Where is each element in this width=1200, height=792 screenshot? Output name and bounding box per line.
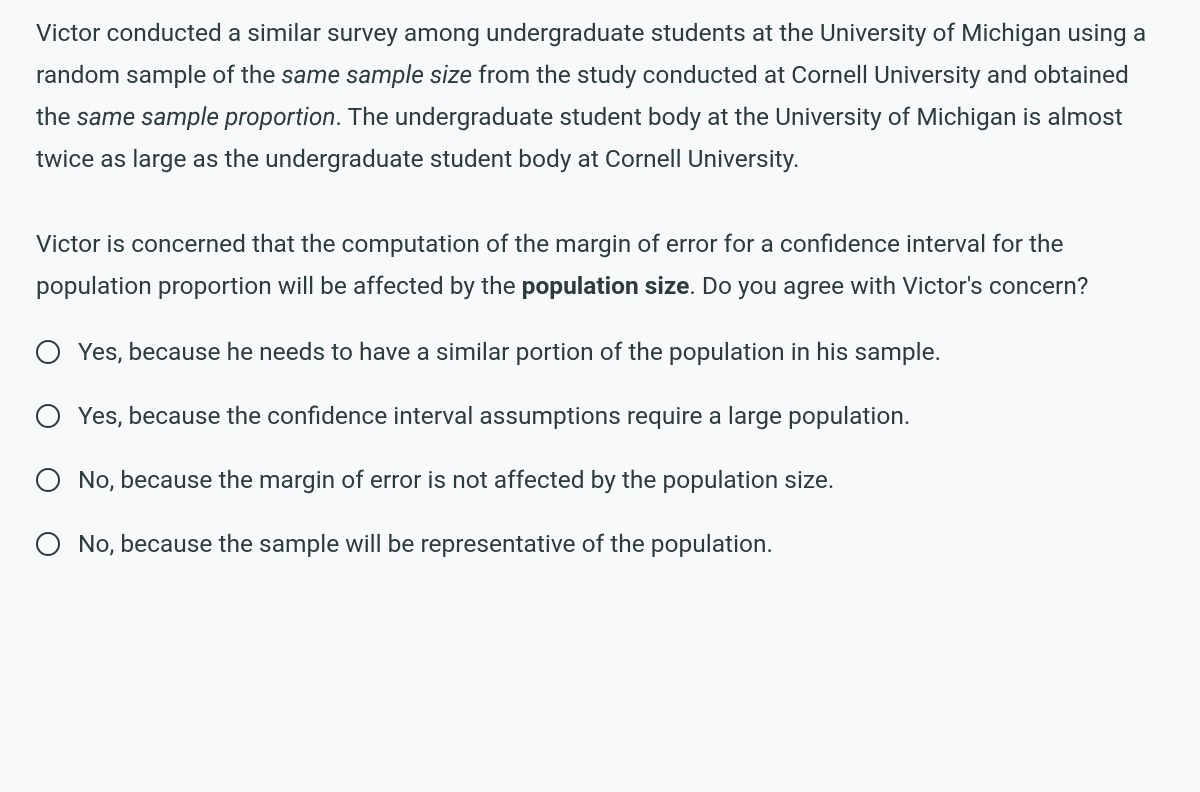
option-1[interactable]: Yes, because he needs to have a similar … xyxy=(36,331,1164,373)
question-paragraph-2: Victor is concerned that the computation… xyxy=(36,223,1164,307)
question-p2-bold-1: population size xyxy=(522,271,690,300)
question-p2-text-b: . Do you agree with Victor's concern? xyxy=(689,271,1088,300)
radio-icon[interactable] xyxy=(36,468,60,492)
option-1-text: Yes, because he needs to have a similar … xyxy=(78,331,941,373)
options-group: Yes, because he needs to have a similar … xyxy=(36,331,1164,566)
radio-icon[interactable] xyxy=(36,340,60,364)
question-p1-italic-2: same sample proportion xyxy=(77,102,336,131)
radio-icon[interactable] xyxy=(36,404,60,428)
question-paragraph-1: Victor conducted a similar survey among … xyxy=(36,12,1164,181)
option-3-text: No, because the margin of error is not a… xyxy=(78,459,834,501)
option-4[interactable]: No, because the sample will be represent… xyxy=(36,523,1164,565)
option-2[interactable]: Yes, because the confidence interval ass… xyxy=(36,395,1164,437)
option-3[interactable]: No, because the margin of error is not a… xyxy=(36,459,1164,501)
option-2-text: Yes, because the confidence interval ass… xyxy=(78,395,910,437)
radio-icon[interactable] xyxy=(36,532,60,556)
option-4-text: No, because the sample will be represent… xyxy=(78,523,773,565)
question-p1-italic-1: same sample size xyxy=(281,60,472,89)
